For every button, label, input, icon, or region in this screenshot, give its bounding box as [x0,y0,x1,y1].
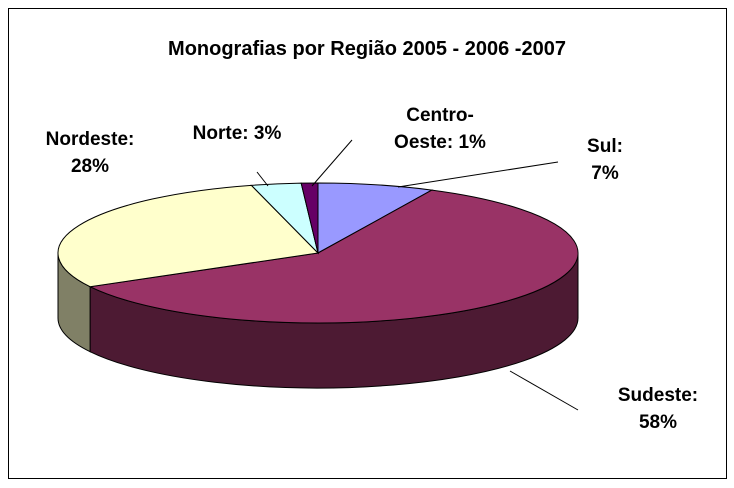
slice [88,189,579,324]
slice [317,182,434,254]
chart-title: Monografias por Região 2005 - 2006 -2007 [168,38,566,60]
slice-label-value: 28% [70,156,110,177]
slice [300,182,319,254]
slice-label-value: 3% [253,123,282,144]
slice-label-value: 7% [591,163,619,184]
slice-label-name: Norte: [192,123,249,144]
slice-label: Sudeste: 58% [603,382,713,436]
slice-label: Centro-Oeste: 1% [385,102,495,156]
slice-label-value: 58% [638,412,678,433]
slice-label-name: Nordeste: [45,129,135,150]
slice-label-name: Sul: [587,136,623,157]
leader-line [256,171,269,187]
slice [57,184,320,288]
leader-line [509,370,579,411]
slice-label-name: Sudeste: [617,385,699,406]
slice-label: Nordeste: 28% [30,126,150,180]
slice-label: Sul: 7% [575,133,635,187]
slice-label: Norte: 3% [167,120,307,147]
slice-label-name: Centro-Oeste: [394,105,474,153]
leader-line [311,139,353,187]
leader-line [397,161,559,188]
slice-label-value: 1% [458,132,486,153]
